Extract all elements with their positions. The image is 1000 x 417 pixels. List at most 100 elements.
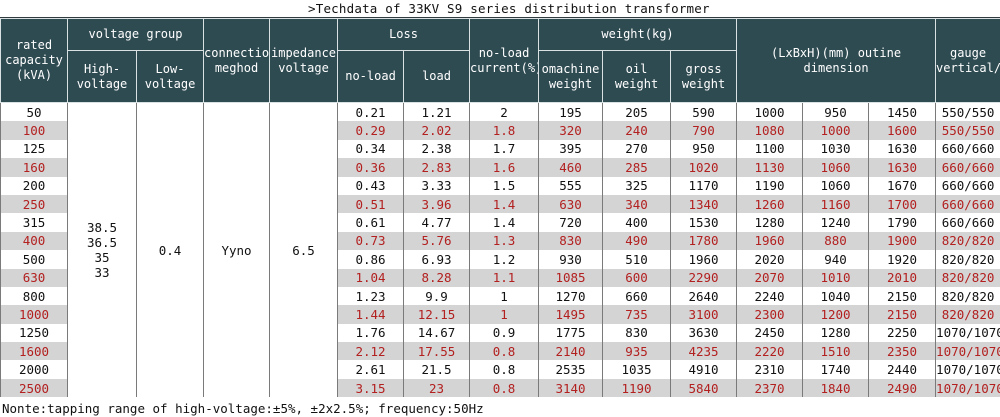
header-connection-method: connection meghod bbox=[203, 18, 271, 103]
cell-height: 2440 bbox=[868, 360, 937, 379]
high-voltage-value: 33 bbox=[94, 265, 110, 281]
cell-length: 2070 bbox=[736, 268, 804, 287]
cell-gauge: 660/660 bbox=[935, 194, 1000, 214]
cell-noload-loss: 1.44 bbox=[337, 305, 405, 324]
table-row: 100 0.29 2.02 1.8 320 240 790 1080 1000 1600 550/5… bbox=[0, 121, 1000, 140]
cell-capacity: 200 bbox=[0, 176, 68, 195]
cell-noload-current: 1.1 bbox=[469, 268, 540, 287]
table-row: 1250 1.76 14.67 0.9 1775 830 3630 2450 1280 2250 1… bbox=[0, 323, 1000, 343]
cell-capacity: 2000 bbox=[0, 360, 68, 379]
cell-gross-weight: 2290 bbox=[670, 268, 738, 287]
cell-noload-current: 1.8 bbox=[469, 121, 540, 140]
cell-height: 1670 bbox=[868, 176, 937, 195]
cell-machine-weight: 1775 bbox=[538, 323, 604, 343]
cell-load-loss: 17.55 bbox=[403, 342, 471, 361]
cell-breadth: 940 bbox=[802, 250, 870, 269]
header-machine-weight: omachine weight bbox=[538, 50, 604, 103]
cell-noload-loss: 0.36 bbox=[337, 158, 405, 177]
cell-length: 2240 bbox=[736, 286, 804, 306]
cell-load-loss: 2.38 bbox=[403, 139, 471, 159]
cell-noload-loss: 3.15 bbox=[337, 378, 405, 398]
cell-machine-weight: 555 bbox=[538, 176, 604, 195]
cell-breadth: 1740 bbox=[802, 360, 870, 379]
header-outline-dimension: (LxBxH)(mm) outine dimension bbox=[736, 18, 937, 103]
cell-noload-loss: 1.23 bbox=[337, 286, 405, 306]
cell-machine-weight: 1085 bbox=[538, 268, 604, 287]
header-gross-weight: gross weight bbox=[670, 50, 738, 103]
cell-noload-loss: 1.04 bbox=[337, 268, 405, 287]
high-voltage-value: 36.5 bbox=[86, 235, 118, 251]
cell-gross-weight: 1780 bbox=[670, 231, 738, 251]
footnote: Nonte:tapping range of high-voltage:±5%,… bbox=[2, 401, 484, 416]
cell-noload-current: 0.9 bbox=[469, 323, 540, 343]
cell-gauge: 820/820 bbox=[935, 305, 1000, 324]
cell-height: 1630 bbox=[868, 139, 937, 159]
cell-height: 1920 bbox=[868, 250, 937, 269]
cell-length: 2450 bbox=[736, 323, 804, 343]
cell-height: 1700 bbox=[868, 194, 937, 214]
cell-breadth: 1040 bbox=[802, 286, 870, 306]
cell-capacity: 100 bbox=[0, 121, 68, 140]
cell-oil-weight: 490 bbox=[602, 231, 672, 251]
spec-table-body: 50 38.5 36.5 35 33 0.4 Yyno 6.5 0.21 1.2… bbox=[0, 102, 1000, 398]
table-row: 400 0.73 5.76 1.3 830 490 1780 1960 880 1900 820/8… bbox=[0, 231, 1000, 251]
cell-oil-weight: 510 bbox=[602, 250, 672, 269]
cell-gross-weight: 1340 bbox=[670, 194, 738, 214]
cell-length: 2300 bbox=[736, 305, 804, 324]
table-row: 1600 2.12 17.55 0.8 2140 935 4235 2220 1510 2350 1… bbox=[0, 342, 1000, 361]
cell-breadth: 1840 bbox=[802, 378, 870, 398]
cell-machine-weight: 830 bbox=[538, 231, 604, 251]
table-row: 2000 2.61 21.5 0.8 2535 1035 4910 2310 1740 2440 1… bbox=[0, 360, 1000, 379]
cell-capacity: 1000 bbox=[0, 305, 68, 324]
cell-length: 2220 bbox=[736, 342, 804, 361]
cell-load-loss: 3.96 bbox=[403, 194, 471, 214]
cell-gauge: 1070/1070 bbox=[935, 342, 1000, 361]
cell-capacity: 250 bbox=[0, 194, 68, 214]
cell-oil-weight: 400 bbox=[602, 213, 672, 232]
transformer-spec-table: rated capacity (kVA) voltage group conne… bbox=[0, 18, 1000, 398]
cell-gauge: 1070/1070 bbox=[935, 378, 1000, 398]
cell-gross-weight: 5840 bbox=[670, 378, 738, 398]
high-voltage-value: 35 bbox=[94, 250, 110, 266]
cell-breadth: 950 bbox=[802, 102, 870, 122]
table-title: >Techdata of 33KV S9 series distribution… bbox=[308, 1, 710, 16]
header-high-voltage: High-voltage bbox=[67, 50, 137, 103]
cell-height: 2350 bbox=[868, 342, 937, 361]
cell-load-loss: 6.93 bbox=[403, 250, 471, 269]
cell-machine-weight: 1495 bbox=[538, 305, 604, 324]
table-row: 315 0.61 4.77 1.4 720 400 1530 1280 1240 1790 660/… bbox=[0, 213, 1000, 232]
cell-load-loss: 3.33 bbox=[403, 176, 471, 195]
cell-length: 1000 bbox=[736, 102, 804, 122]
cell-load-loss: 8.28 bbox=[403, 268, 471, 287]
cell-gross-weight: 790 bbox=[670, 121, 738, 140]
cell-gauge: 660/660 bbox=[935, 139, 1000, 159]
cell-breadth: 1160 bbox=[802, 194, 870, 214]
cell-load-loss: 9.9 bbox=[403, 286, 471, 306]
cell-noload-loss: 2.61 bbox=[337, 360, 405, 379]
cell-breadth: 880 bbox=[802, 231, 870, 251]
header-impedance-voltage: impedance voltage bbox=[269, 18, 339, 103]
cell-load-loss: 23 bbox=[403, 378, 471, 398]
cell-gross-weight: 4910 bbox=[670, 360, 738, 379]
header-gauge: gauge vertical/horizontal bbox=[935, 18, 1000, 103]
cell-length: 1260 bbox=[736, 194, 804, 214]
table-row: 125 0.34 2.38 1.7 395 270 950 1100 1030 1630 660/6… bbox=[0, 139, 1000, 159]
cell-oil-weight: 660 bbox=[602, 286, 672, 306]
cell-gauge: 660/660 bbox=[935, 176, 1000, 195]
cell-noload-loss: 2.12 bbox=[337, 342, 405, 361]
cell-load-loss: 5.76 bbox=[403, 231, 471, 251]
cell-machine-weight: 1270 bbox=[538, 286, 604, 306]
table-row: 500 0.86 6.93 1.2 930 510 1960 2020 940 1920 820/8… bbox=[0, 250, 1000, 269]
cell-length: 2310 bbox=[736, 360, 804, 379]
cell-breadth: 1060 bbox=[802, 158, 870, 177]
table-row: 800 1.23 9.9 1 1270 660 2640 2240 1040 2150 820/82… bbox=[0, 286, 1000, 306]
cell-length: 1960 bbox=[736, 231, 804, 251]
cell-oil-weight: 830 bbox=[602, 323, 672, 343]
cell-machine-weight: 2140 bbox=[538, 342, 604, 361]
cell-height: 1600 bbox=[868, 121, 937, 140]
cell-length: 1130 bbox=[736, 158, 804, 177]
cell-gross-weight: 1170 bbox=[670, 176, 738, 195]
cell-noload-current: 0.8 bbox=[469, 342, 540, 361]
cell-breadth: 1060 bbox=[802, 176, 870, 195]
cell-noload-current: 1.4 bbox=[469, 194, 540, 214]
